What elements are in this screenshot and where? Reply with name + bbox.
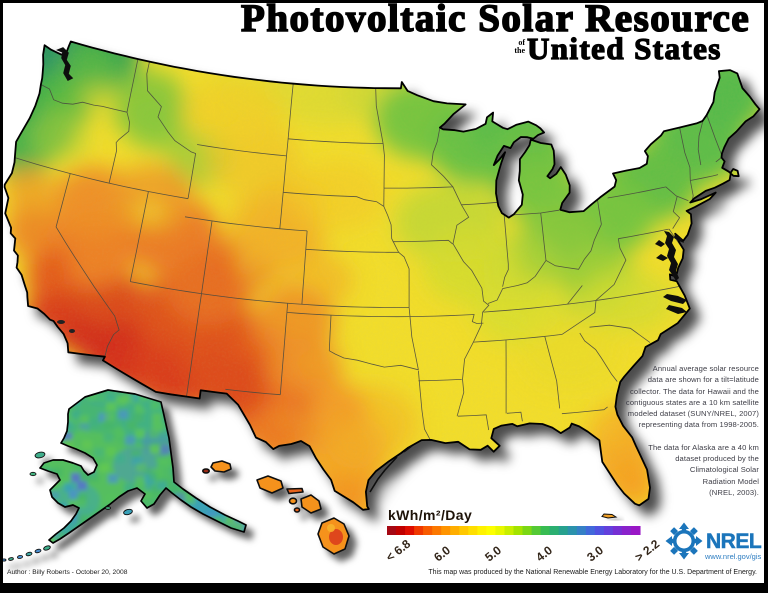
svg-text:> 2.2: > 2.2 <box>632 536 662 564</box>
svg-text:< 6.8: < 6.8 <box>383 536 413 564</box>
svg-text:3.0: 3.0 <box>584 543 606 565</box>
svg-text:4.0: 4.0 <box>533 543 555 565</box>
svg-text:6.0: 6.0 <box>431 543 453 565</box>
svg-text:5.0: 5.0 <box>482 543 504 565</box>
